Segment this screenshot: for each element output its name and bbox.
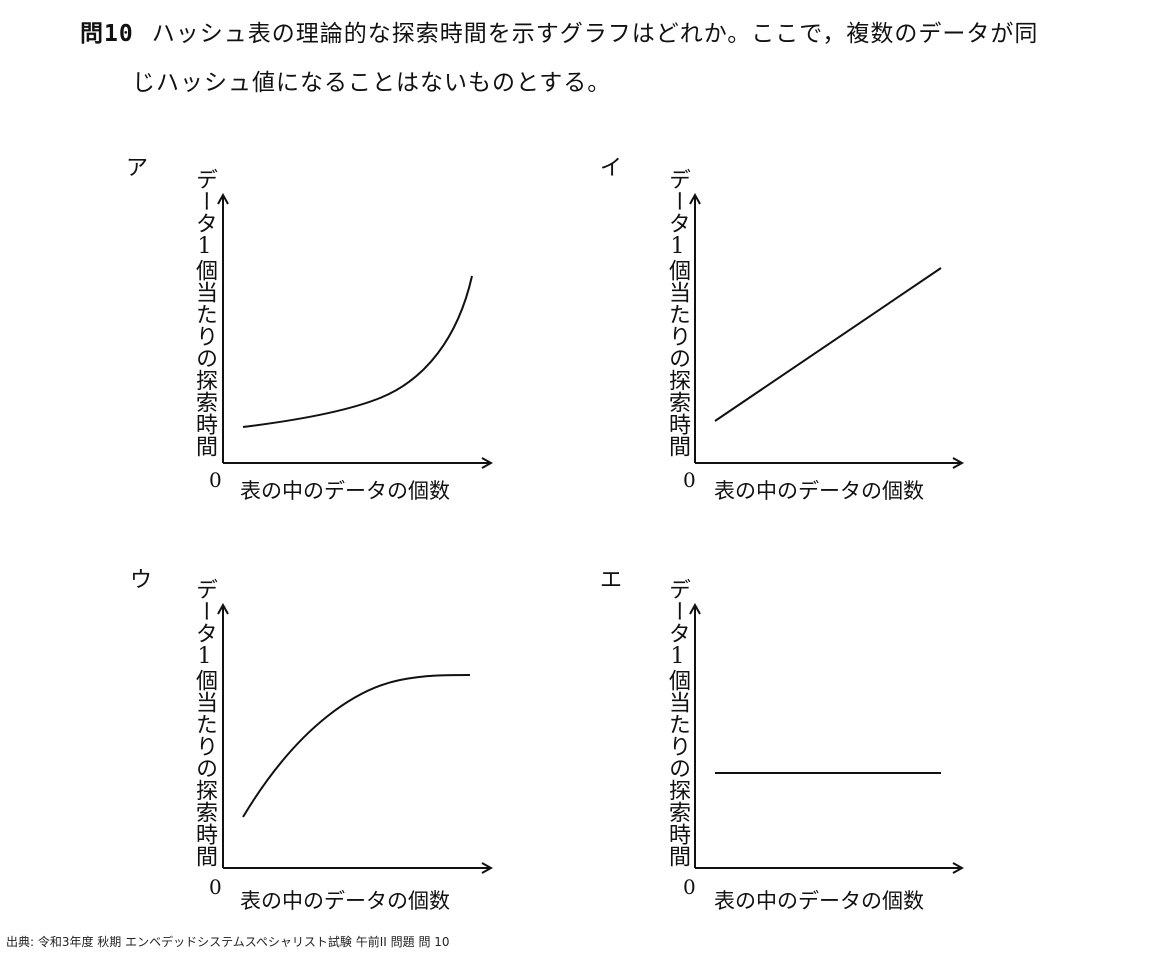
question-line-1: 問10 ハッシュ表の理論的な探索時間を示すグラフはどれか。ここで，複数のデータが同 [80, 14, 1038, 48]
graph-b-origin: 0 [683, 468, 696, 492]
graph-c-label: ウ [130, 568, 153, 593]
graph-b-ylabel: データ1個当たりの探索時間 [665, 168, 690, 457]
graph-a-curve-exponential [242, 275, 473, 428]
source-citation: 出典: 令和3年度 秋期 エンベデッドシステムスペシャリスト試験 午前II 問題… [6, 935, 450, 949]
question-text-1: ハッシュ表の理論的な探索時間を示すグラフはどれか。ここで，複数のデータが同 [151, 21, 1039, 47]
graph-a-origin: 0 [209, 468, 222, 492]
graph-a [223, 195, 491, 463]
graph-c-origin: 0 [209, 875, 222, 899]
graph-d-xlabel: 表の中のデータの個数 [714, 889, 924, 913]
graph-b [695, 195, 962, 463]
question-number: 問10 [80, 21, 134, 47]
graph-c-ylabel: データ1個当たりの探索時間 [192, 578, 217, 867]
graph-b-xlabel: 表の中のデータの個数 [714, 479, 924, 503]
graph-a-ylabel: データ1個当たりの探索時間 [192, 168, 217, 457]
graph-d [695, 605, 962, 868]
graph-c-curve-saturating [242, 674, 471, 818]
graph-d-origin: 0 [683, 875, 696, 899]
graph-c [223, 605, 491, 868]
graph-c-xlabel: 表の中のデータの個数 [240, 889, 450, 913]
graph-d-ylabel: データ1個当たりの探索時間 [665, 578, 690, 867]
graph-a-xlabel: 表の中のデータの個数 [240, 479, 450, 503]
question-line-2: じハッシュ値になることはないものとする。 [132, 70, 612, 96]
graph-b-label: イ [600, 156, 623, 181]
graph-d-label: エ [600, 568, 623, 593]
graph-a-label: ア [126, 156, 149, 181]
graph-b-line-linear [714, 267, 942, 422]
